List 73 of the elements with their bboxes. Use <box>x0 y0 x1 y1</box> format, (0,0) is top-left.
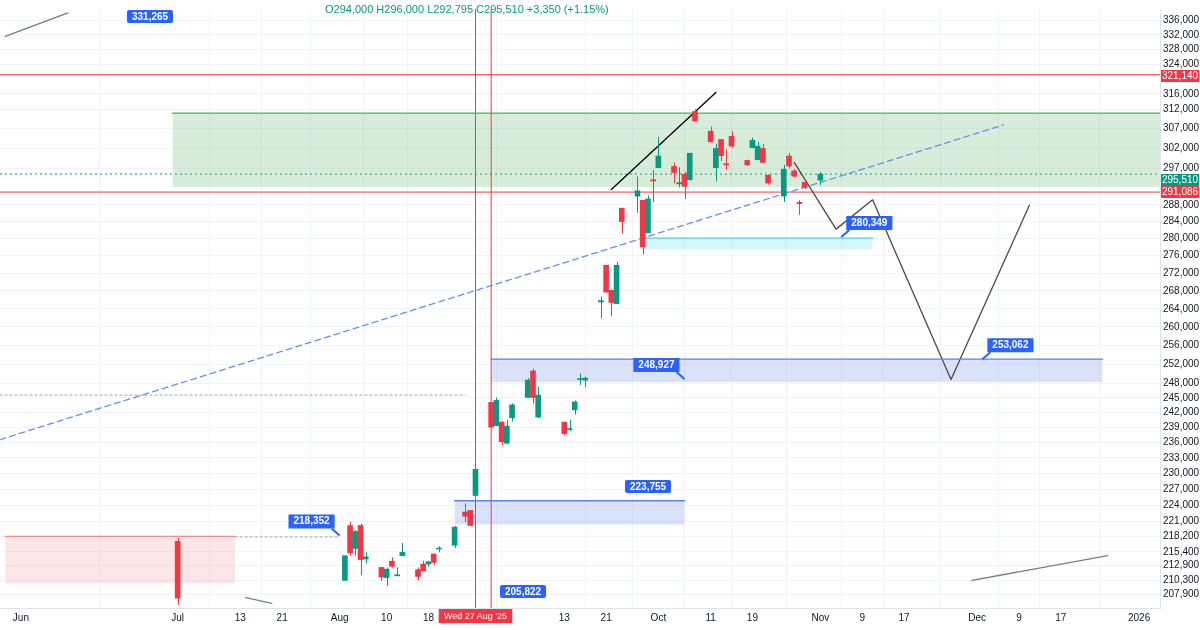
y-tick-label: 212,900 <box>1163 559 1200 571</box>
x-tick-label: Jun <box>12 611 29 623</box>
y-tick-label: 332,000 <box>1163 28 1200 40</box>
x-tick-label: 9 <box>859 611 866 623</box>
candlestick <box>535 386 542 419</box>
y-tick-label: 336,000 <box>1163 14 1200 26</box>
x-tick-label: 13 <box>558 611 571 623</box>
candlestick <box>598 296 604 319</box>
annotation: 223,755 <box>625 480 672 493</box>
y-tick-label: 207,900 <box>1163 587 1200 599</box>
y-tick-label: 245,000 <box>1163 391 1200 403</box>
y-tick-label: 288,000 <box>1163 198 1200 210</box>
y-tick-label: 260,000 <box>1163 320 1200 332</box>
y-tick-label: 242,000 <box>1163 406 1200 418</box>
candlestick <box>352 529 359 557</box>
annotation: 331,265 <box>127 10 174 23</box>
y-tick-label: 248,000 <box>1163 377 1200 389</box>
y-tick-label: 297,000 <box>1163 161 1200 173</box>
x-tick-label: Oct <box>650 611 667 623</box>
x-tick-label: 9 <box>1016 611 1023 623</box>
x-tick-label: Nov <box>811 611 830 623</box>
x-tick-label: 11 <box>705 611 717 623</box>
annotation: 218,352 <box>293 515 331 527</box>
annotation: 280,349 <box>851 216 888 228</box>
candlestick <box>671 161 677 184</box>
y-tick-label: 221,000 <box>1163 514 1200 526</box>
x-tick-label: 17 <box>1055 611 1067 623</box>
x-tick-label: 10 <box>381 611 393 623</box>
y-tick-label: 268,000 <box>1163 284 1200 296</box>
ref-line-label: 291,086 <box>1161 185 1199 197</box>
y-tick-label: 256,000 <box>1163 339 1200 351</box>
y-tick-label: 328,000 <box>1163 43 1200 55</box>
annotation: 253,062 <box>992 339 1029 351</box>
candlestick <box>618 207 625 235</box>
y-tick-label: 272,000 <box>1163 266 1200 278</box>
y-tick-label: 284,000 <box>1163 215 1200 227</box>
y-tick-label: 280,000 <box>1163 232 1200 244</box>
y-tick-label: 224,000 <box>1163 498 1200 510</box>
y-tick-label: 252,000 <box>1163 358 1200 370</box>
x-tick-label: 21 <box>600 611 613 623</box>
x-tick-label: 21 <box>276 611 289 623</box>
ref-line-label: 295,510 <box>1161 173 1199 185</box>
candlestick <box>718 138 724 162</box>
x-tick-label: 13 <box>234 611 247 623</box>
ref-line-label: 321,140 <box>1161 69 1199 81</box>
y-tick-label: 239,000 <box>1163 421 1200 433</box>
ref-line-label: Wed 27 Aug '25 <box>443 610 508 621</box>
y-tick-label: 316,000 <box>1163 87 1200 99</box>
candlestick <box>723 148 730 171</box>
y-tick-label: 276,000 <box>1163 249 1200 261</box>
x-tick-label: Dec <box>968 611 987 623</box>
y-tick-label: 233,000 <box>1163 451 1200 463</box>
y-tick-label: 312,000 <box>1163 102 1200 114</box>
y-tick-label: 264,000 <box>1163 302 1200 314</box>
y-tick-label: 218,200 <box>1163 530 1200 542</box>
annotation: 205,822 <box>500 585 547 598</box>
y-tick-label: 210,300 <box>1163 574 1200 586</box>
y-tick-label: 215,400 <box>1163 545 1200 557</box>
x-tick-label: 17 <box>898 611 910 623</box>
y-tick-label: 302,000 <box>1163 141 1200 153</box>
x-tick-label: 2026 <box>1127 611 1151 623</box>
y-tick-label: 230,000 <box>1163 467 1200 479</box>
y-tick-label: 236,000 <box>1163 436 1200 448</box>
y-tick-label: 307,000 <box>1163 122 1200 134</box>
x-tick-label: 19 <box>746 611 759 623</box>
chart-subtitle: O294,000 H296,000 L292,795 C295,510 +3,350 (+1.15%) <box>325 3 609 15</box>
x-tick-label: Jul <box>171 611 185 623</box>
y-tick-label: 324,000 <box>1163 57 1200 69</box>
annotation: 248,927 <box>638 358 675 370</box>
y-tick-label: 227,000 <box>1163 482 1200 494</box>
candlestick <box>509 402 515 423</box>
x-tick-label: Aug <box>330 611 349 623</box>
x-tick-label: 18 <box>422 611 435 623</box>
